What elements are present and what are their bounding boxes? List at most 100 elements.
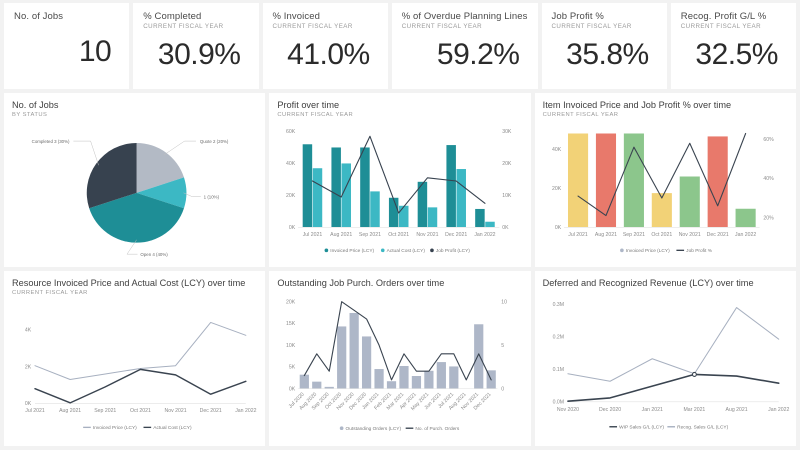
- legend-label: Invoiced Price (LCY): [331, 248, 375, 254]
- pie-slice[interactable]: [136, 176, 187, 208]
- bar[interactable]: [362, 336, 372, 389]
- pie-slice-label: Quote 2 (20%): [200, 139, 229, 144]
- kpi-card-no-of-jobs[interactable]: No. of Jobs 10: [4, 3, 130, 89]
- legend-label: Actual Cost (LCY): [387, 248, 426, 254]
- axis-label: 0K: [503, 225, 510, 231]
- axis-label: Dec 2021: [445, 231, 467, 237]
- bar[interactable]: [446, 144, 457, 227]
- tile-item-price-and-profit[interactable]: Item Invoiced Price and Job Profit % ove…: [534, 92, 796, 268]
- axis-label: 5: [502, 343, 505, 349]
- axis-label: 0K: [25, 401, 32, 407]
- bar[interactable]: [449, 366, 459, 389]
- axis-label: Dec 2021: [200, 408, 222, 414]
- axis-label: Dec 2021: [706, 231, 728, 237]
- pie-slice[interactable]: [89, 192, 184, 243]
- axis-label: Aug 2021: [59, 408, 81, 414]
- bar[interactable]: [651, 192, 672, 227]
- kpi-title: Recog. Profit G/L %: [680, 11, 767, 22]
- bar[interactable]: [412, 376, 422, 389]
- kpi-title: Job Profit %: [551, 11, 604, 22]
- kpi-card-job-profit-percent[interactable]: Job Profit % CURRENT FISCAL YEAR 35.8%: [541, 3, 667, 89]
- tile-resource-price-and-cost[interactable]: Resource Invoiced Price and Actual Cost …: [4, 271, 266, 446]
- bar[interactable]: [331, 147, 342, 227]
- bar[interactable]: [475, 208, 485, 227]
- axis-label: Oct 2021: [389, 231, 410, 237]
- bar[interactable]: [485, 221, 496, 227]
- series-line-purch-orders: [304, 301, 493, 381]
- axis-label: 30K: [503, 129, 513, 135]
- pie-leader-line: [126, 239, 138, 254]
- pie-slice[interactable]: [86, 142, 137, 208]
- axis-label: Jan 2022: [735, 231, 756, 237]
- combo-chart-item-price-and-profit[interactable]: 0K 20K 40K 20% 40% 60% Jul 2021 Aug 2021 Sep 202…: [543, 120, 788, 264]
- bar[interactable]: [707, 135, 728, 227]
- kpi-card-overdue-planning-lines[interactable]: % of Overdue Planning Lines CURRENT FISC…: [391, 3, 538, 89]
- bar[interactable]: [374, 369, 384, 389]
- bar[interactable]: [456, 168, 467, 227]
- bar[interactable]: [567, 133, 588, 227]
- axis-label: 20K: [286, 193, 296, 199]
- series-line-job-profit: [312, 135, 486, 214]
- kpi-value: 41.0%: [287, 38, 370, 72]
- chart-row-bottom: Resource Invoiced Price and Actual Cost …: [4, 271, 796, 446]
- bar[interactable]: [399, 205, 409, 227]
- kpi-card-percent-invoiced[interactable]: % Invoiced CURRENT FISCAL YEAR 41.0%: [262, 3, 388, 89]
- kpi-card-recog-profit-gl-percent[interactable]: Recog. Profit G/L % CURRENT FISCAL YEAR …: [670, 3, 796, 89]
- bar[interactable]: [389, 197, 399, 227]
- axis-label: Dec 2020: [599, 407, 621, 413]
- bar[interactable]: [360, 147, 370, 227]
- line-chart-resource-price-and-cost[interactable]: 0K 2K 4K Jul 2021 Aug 2021 Sep 2021 Oct 2021 No…: [12, 298, 257, 442]
- bar[interactable]: [387, 381, 397, 389]
- legend-label: Invoiced Price (LCY): [93, 425, 137, 431]
- bar[interactable]: [313, 167, 323, 227]
- tile-jobs-by-status[interactable]: No. of Jobs BY STATUS Quote 2 (20%) 1 (10…: [4, 92, 266, 268]
- axis-label: 0.0M: [552, 400, 563, 406]
- bar[interactable]: [312, 381, 322, 389]
- data-point-marker[interactable]: [691, 372, 697, 378]
- pie-slice[interactable]: [136, 142, 184, 193]
- bar[interactable]: [349, 313, 360, 389]
- bar[interactable]: [300, 374, 310, 389]
- kpi-card-percent-completed[interactable]: % Completed CURRENT FISCAL YEAR 30.9%: [133, 3, 259, 89]
- bar[interactable]: [399, 366, 409, 389]
- tile-deferred-recognized-revenue[interactable]: Deferred and Recognized Revenue (LCY) ov…: [534, 271, 796, 446]
- kpi-title: % Invoiced: [272, 11, 320, 22]
- bar[interactable]: [337, 326, 347, 389]
- axis-label: 40%: [763, 176, 774, 182]
- bar[interactable]: [437, 362, 447, 389]
- kpi-title: No. of Jobs: [14, 11, 64, 22]
- axis-label: Sep 2021: [623, 231, 645, 237]
- axis-label: 60%: [763, 137, 774, 143]
- bar[interactable]: [428, 206, 438, 227]
- tile-title: Outstanding Job Purch. Orders over time: [277, 278, 445, 289]
- tile-profit-over-time[interactable]: Profit over time CURRENT FISCAL YEAR 0K 2…: [269, 92, 531, 268]
- bar[interactable]: [474, 324, 484, 389]
- pie-slice-label: Completed 3 (30%): [32, 139, 70, 144]
- bar[interactable]: [735, 208, 756, 227]
- bar[interactable]: [679, 176, 700, 227]
- pie-chart-jobs-by-status[interactable]: Quote 2 (20%) 1 (10%) Open 4 (40%) Complete…: [12, 120, 257, 264]
- axis-label: 0: [502, 387, 505, 393]
- line-chart-deferred-recognized-revenue[interactable]: 0.0M 0.1M 0.2M 0.3M Nov 2020 Dec 2020 Jan 2021…: [543, 292, 789, 442]
- bar[interactable]: [341, 162, 352, 227]
- bar[interactable]: [303, 143, 313, 227]
- axis-label: 0K: [289, 225, 296, 231]
- axis-label: Sep 2021: [94, 408, 116, 414]
- bar[interactable]: [370, 190, 381, 227]
- tile-subtitle: CURRENT FISCAL YEAR: [12, 290, 88, 297]
- kpi-row: No. of Jobs 10 % Completed CURRENT FISCA…: [4, 3, 796, 89]
- axis-label: Jul 2021: [303, 231, 323, 237]
- axis-label: Oct 2021: [651, 231, 672, 237]
- bar[interactable]: [424, 371, 434, 389]
- axis-label: Nov 2021: [417, 231, 439, 237]
- axis-label: 60K: [286, 129, 296, 135]
- combo-chart-profit-over-time[interactable]: 0K 20K 40K 60K 0K 10K 20K 30K Jul 2021 Aug 2021 Se…: [277, 120, 522, 264]
- axis-label: Sep 2021: [359, 231, 381, 237]
- tile-outstanding-purchase-orders[interactable]: Outstanding Job Purch. Orders over time …: [269, 271, 531, 446]
- bar[interactable]: [595, 133, 616, 227]
- bar[interactable]: [418, 181, 428, 227]
- combo-chart-outstanding-purchase-orders[interactable]: 0K 5K 10K 15K 20K 0 5 10 Jul 2020 Aug 2020 Sep 202…: [277, 292, 522, 442]
- axis-label: 0K: [289, 387, 296, 393]
- bar[interactable]: [324, 387, 335, 389]
